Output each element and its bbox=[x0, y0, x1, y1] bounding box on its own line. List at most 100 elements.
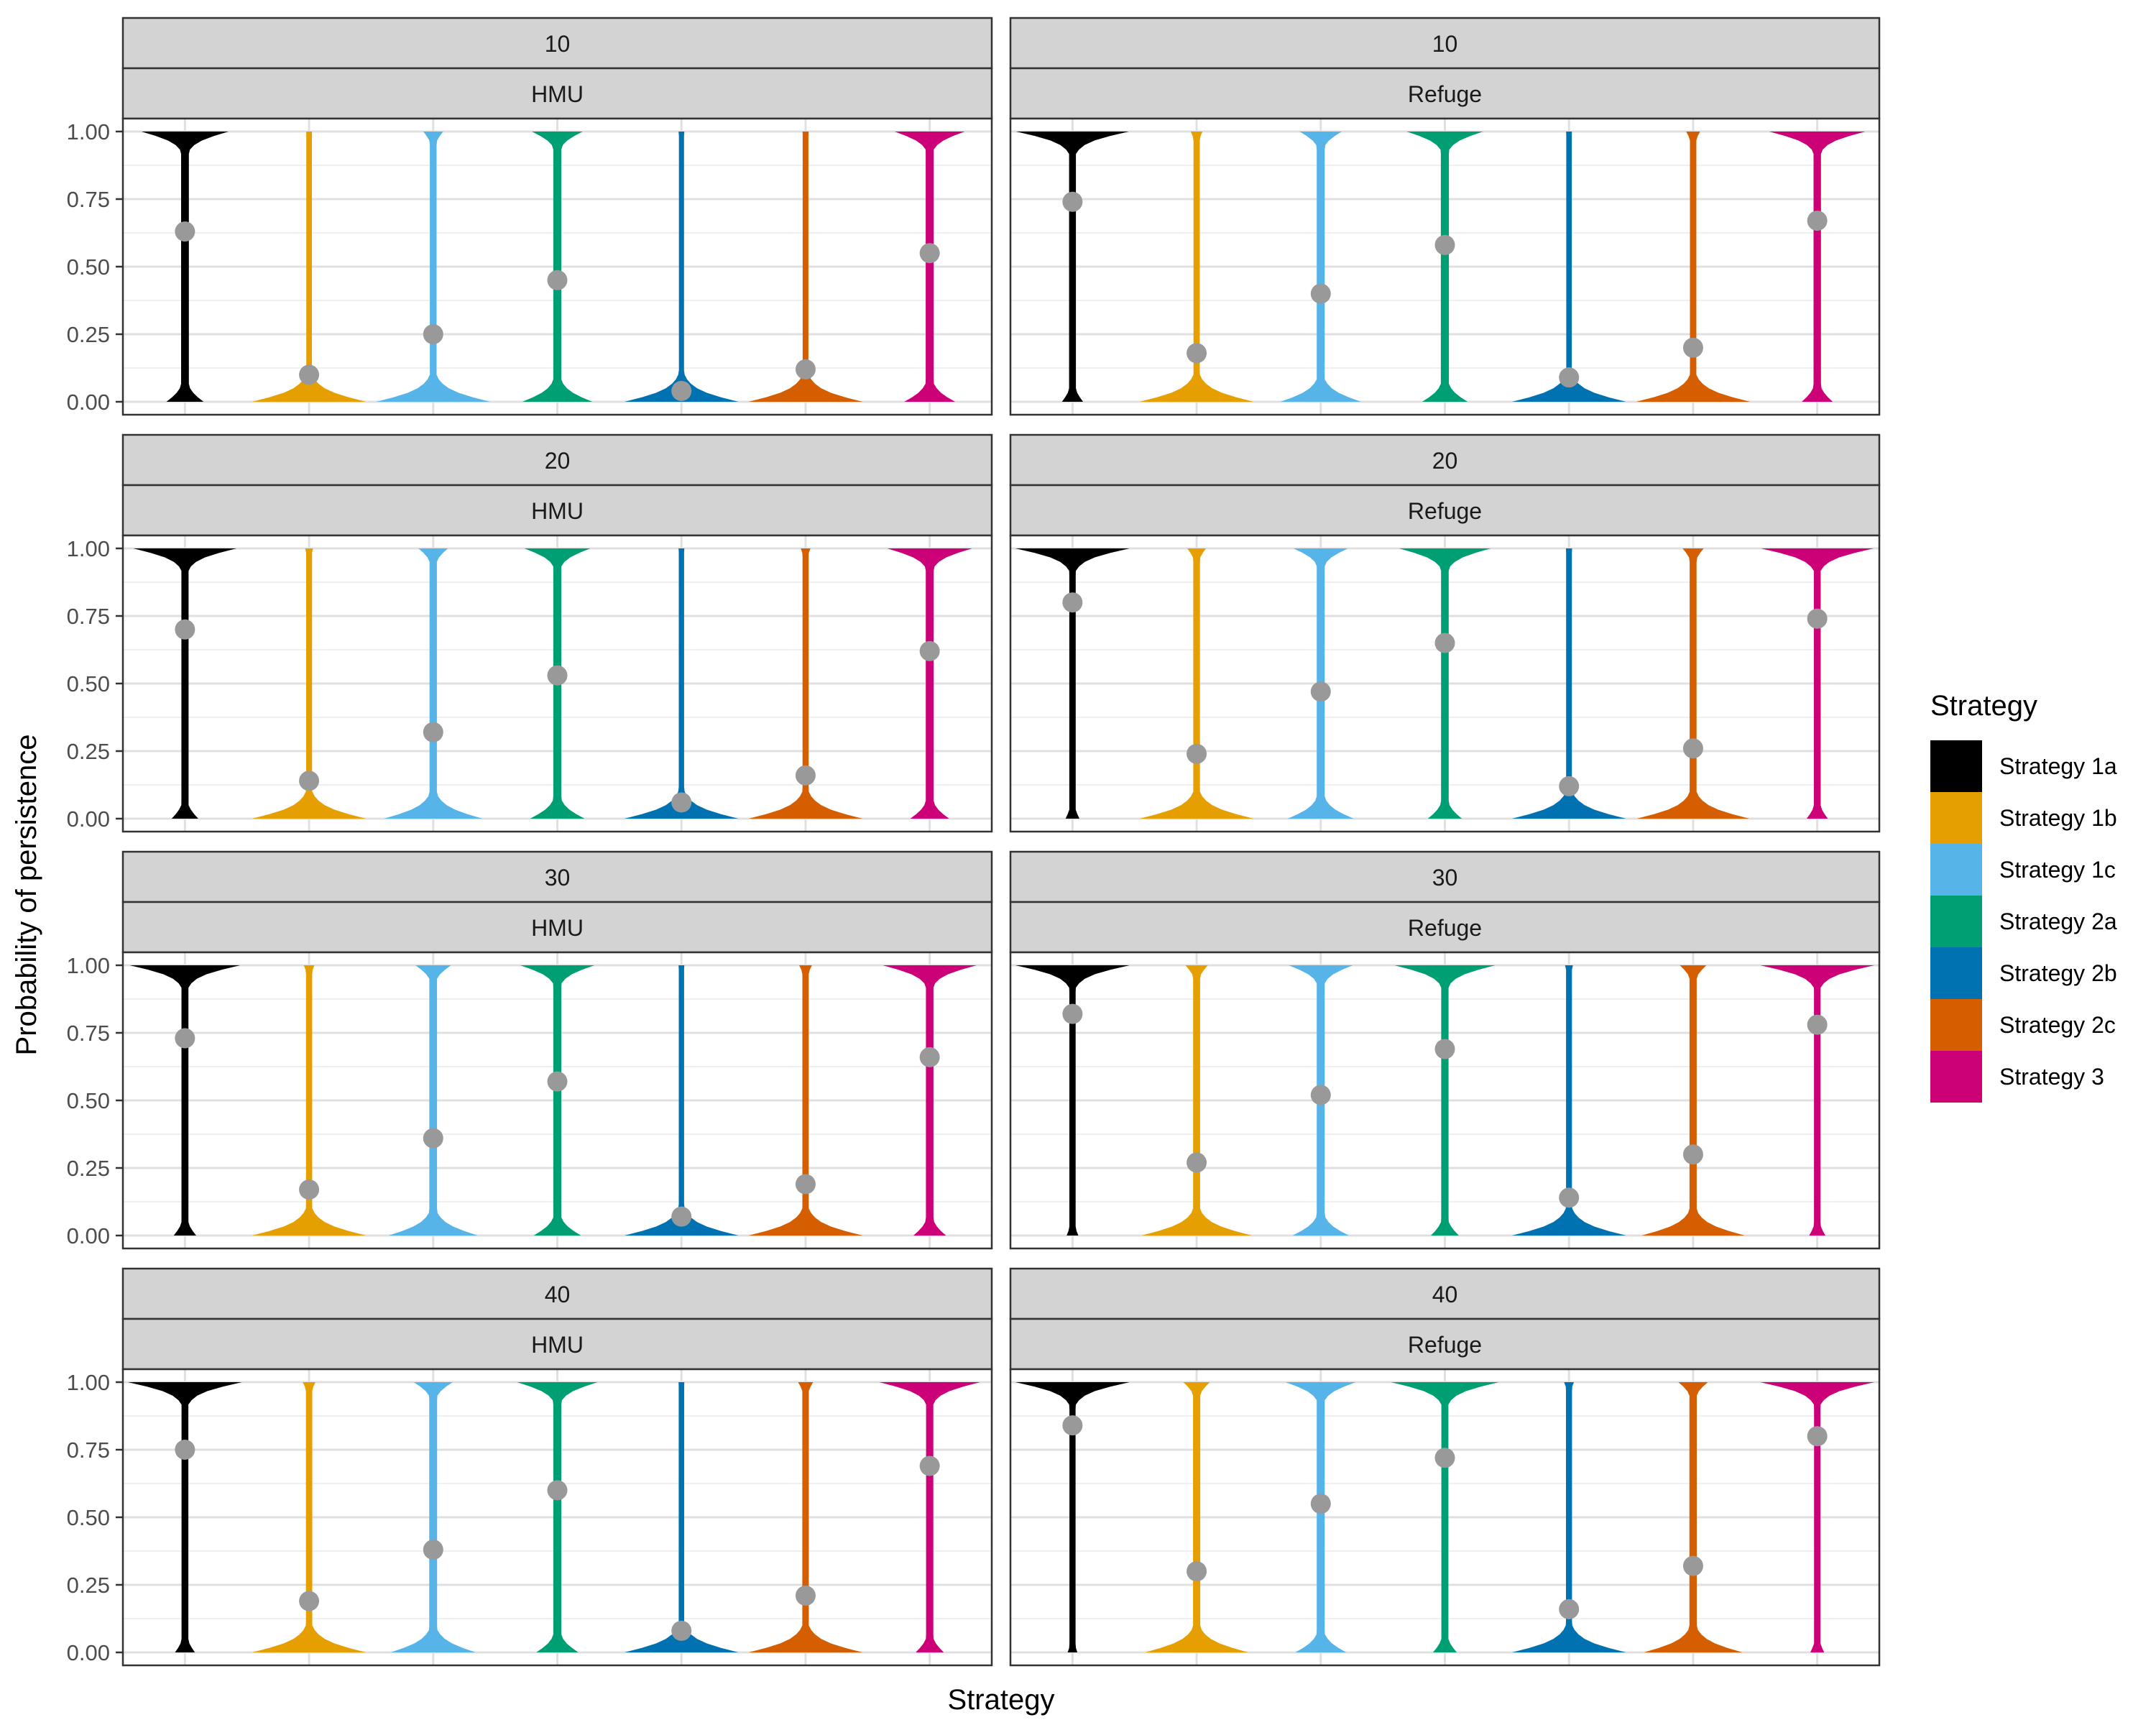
facet-strip-col-label: HMU bbox=[531, 1332, 584, 1358]
violin-strategy-2b bbox=[624, 1382, 739, 1652]
mean-point bbox=[1559, 1187, 1580, 1208]
mean-point bbox=[1310, 283, 1331, 304]
mean-point bbox=[671, 380, 692, 401]
mean-point bbox=[547, 1480, 568, 1501]
legend-label: Strategy 2a bbox=[1999, 908, 2117, 934]
violin-strategy-2b bbox=[624, 132, 739, 402]
facet-strip-row bbox=[121, 850, 993, 903]
y-tick-label: 0.00 bbox=[67, 1640, 110, 1665]
violin-strategy-2b bbox=[1511, 548, 1626, 819]
y-tick-label: 1.00 bbox=[67, 119, 110, 144]
mean-point bbox=[175, 1028, 195, 1049]
mean-point bbox=[1559, 367, 1580, 388]
violin-strategy-2b bbox=[1511, 965, 1626, 1236]
mean-point bbox=[299, 364, 320, 385]
panel-30-hmu: 30 HMU 0.00 0.25 0.50 0.75 1.00 bbox=[67, 850, 993, 1250]
violin-strategy-3 bbox=[883, 965, 977, 1236]
facet-strip-col-label: Refuge bbox=[1408, 498, 1482, 524]
mean-point bbox=[1807, 1426, 1828, 1447]
violin-strategy-1a bbox=[1015, 1382, 1130, 1652]
facet-strip-col-label: HMU bbox=[531, 81, 584, 107]
violin-strategy-3 bbox=[887, 548, 972, 819]
legend-swatch bbox=[1930, 896, 1982, 947]
facet-strip-row-label: 10 bbox=[545, 31, 571, 57]
y-tick-label: 0.75 bbox=[67, 1438, 110, 1463]
violin-strategy-1b bbox=[1141, 965, 1252, 1236]
legend-swatch bbox=[1930, 740, 1982, 792]
y-tick-label: 0.25 bbox=[67, 1573, 110, 1598]
violin-strategy-2c bbox=[1636, 132, 1751, 402]
violin-strategy-2c bbox=[748, 965, 863, 1236]
mean-point bbox=[1310, 1085, 1331, 1105]
legend-label: Strategy 3 bbox=[1999, 1064, 2104, 1090]
y-tick-label: 0.00 bbox=[67, 806, 110, 832]
facet-strip-col bbox=[121, 67, 993, 120]
y-tick-label: 0.50 bbox=[67, 671, 110, 696]
legend-swatch bbox=[1930, 947, 1982, 999]
panel-20-hmu: 20 HMU 0.00 0.25 0.50 0.75 1.00 bbox=[67, 433, 993, 833]
violin-strategy-1b bbox=[1145, 1382, 1248, 1652]
mean-point bbox=[919, 243, 940, 264]
panel-30-refuge: 30 Refuge bbox=[1009, 850, 1881, 1250]
violin-strategy-1a bbox=[1015, 548, 1130, 819]
panel-40-hmu: 40 HMU 0.00 0.25 0.50 0.75 1.00 bbox=[67, 1267, 993, 1667]
facet-strip-row bbox=[1009, 433, 1881, 487]
mean-point bbox=[299, 1591, 320, 1611]
violin-strategy-2a bbox=[1394, 965, 1496, 1236]
legend-label: Strategy 1c bbox=[1999, 857, 2116, 883]
facet-strip-row bbox=[1009, 850, 1881, 903]
facet-panels: 10 HMU 0.00 0.25 0.50 0.75 1.00 10 Refuge 20 HMU 0.… bbox=[67, 17, 1881, 1667]
legend-swatch bbox=[1930, 1051, 1982, 1103]
facet-strip-row bbox=[121, 1267, 993, 1320]
facet-strip-row bbox=[1009, 1267, 1881, 1320]
violin-strategy-2c bbox=[1636, 548, 1750, 819]
facet-strip-col bbox=[121, 1317, 993, 1371]
violin-strategy-3 bbox=[1769, 132, 1866, 402]
mean-point bbox=[423, 324, 443, 344]
violin-strategy-1a bbox=[127, 1382, 242, 1652]
mean-point bbox=[1310, 681, 1331, 702]
facet-strip-row bbox=[121, 433, 993, 487]
mean-point bbox=[1062, 592, 1083, 613]
mean-point bbox=[547, 665, 568, 686]
mean-point bbox=[671, 1620, 692, 1641]
legend-swatch bbox=[1930, 999, 1982, 1051]
facet-strip-col-label: HMU bbox=[531, 498, 584, 524]
violin-strategy-2a bbox=[517, 1382, 598, 1652]
mean-point bbox=[423, 1128, 443, 1149]
facet-strip-col-label: Refuge bbox=[1408, 1332, 1482, 1358]
mean-point bbox=[1807, 211, 1828, 231]
mean-point bbox=[1559, 776, 1580, 796]
mean-point bbox=[1187, 1561, 1207, 1582]
violin-strategy-2c bbox=[1644, 1382, 1743, 1652]
mean-point bbox=[1187, 1152, 1207, 1173]
panel-border bbox=[1009, 951, 1881, 1250]
y-tick-label: 0.25 bbox=[67, 322, 110, 347]
mean-point bbox=[919, 640, 940, 661]
y-tick-label: 0.50 bbox=[67, 1088, 110, 1113]
mean-point bbox=[1310, 1494, 1331, 1514]
violin-strategy-3 bbox=[879, 1382, 980, 1652]
mean-point bbox=[423, 722, 443, 742]
violin-strategy-2a bbox=[1391, 1382, 1499, 1652]
violin-strategy-3 bbox=[1761, 548, 1874, 819]
mean-point bbox=[1434, 234, 1455, 255]
y-tick-label: 0.75 bbox=[67, 604, 110, 629]
y-axis-title: Probability of persistence bbox=[11, 735, 42, 1056]
facet-strip-row-label: 30 bbox=[545, 865, 571, 891]
mean-point bbox=[671, 792, 692, 813]
violin-strategy-1b bbox=[252, 965, 367, 1236]
violin-strategy-2b bbox=[624, 965, 739, 1236]
facet-strip-col bbox=[1009, 484, 1881, 537]
mean-point bbox=[175, 221, 195, 242]
x-axis-title: Strategy bbox=[948, 1684, 1055, 1716]
legend-items: Strategy 1a Strategy 1b Strategy 1c Strateg… bbox=[1930, 740, 2117, 1103]
facet-strip-col-label: Refuge bbox=[1408, 915, 1482, 941]
violin-strategy-1b bbox=[252, 1382, 367, 1652]
mean-point bbox=[175, 1440, 195, 1460]
facet-strip-row-label: 30 bbox=[1432, 865, 1458, 891]
panel-border bbox=[1009, 534, 1881, 833]
mean-point bbox=[795, 1586, 816, 1606]
facet-strip-row-label: 20 bbox=[1432, 448, 1458, 474]
mean-point bbox=[1062, 1415, 1083, 1436]
